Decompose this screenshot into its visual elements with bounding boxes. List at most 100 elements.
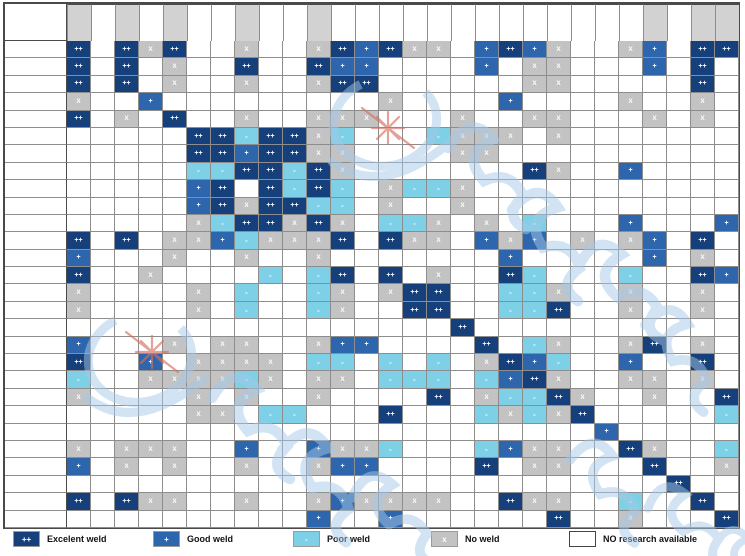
matrix-cell bbox=[571, 75, 595, 94]
matrix-cell: ++ bbox=[547, 510, 571, 528]
matrix-cell bbox=[427, 440, 451, 459]
matrix-cell bbox=[451, 336, 475, 355]
matrix-cell bbox=[67, 214, 91, 233]
matrix-cell bbox=[547, 145, 571, 163]
matrix-cell bbox=[667, 145, 691, 163]
matrix-cell: + bbox=[523, 232, 547, 250]
matrix-cell: - bbox=[523, 388, 547, 407]
matrix-cell bbox=[163, 354, 187, 372]
matrix-cell bbox=[547, 93, 571, 111]
matrix-cell: X bbox=[235, 110, 259, 128]
matrix-cell bbox=[115, 423, 139, 441]
matrix-cell bbox=[667, 232, 691, 250]
matrix-cell bbox=[715, 423, 739, 441]
matrix-cell: X bbox=[619, 336, 643, 355]
matrix-cell bbox=[115, 180, 139, 198]
matrix-cell bbox=[283, 493, 307, 511]
matrix-cell: X bbox=[139, 41, 163, 59]
matrix-cell bbox=[163, 267, 187, 285]
matrix-cell bbox=[379, 388, 403, 407]
matrix-cell bbox=[115, 145, 139, 163]
matrix-cell: ++ bbox=[547, 388, 571, 407]
legend: ++ Excelent weld + Good weld - Poor weld x No w… bbox=[3, 531, 742, 553]
matrix-cell bbox=[283, 267, 307, 285]
matrix-cell: ++ bbox=[499, 493, 523, 511]
matrix-cell bbox=[547, 423, 571, 441]
matrix-cell: ++ bbox=[67, 58, 91, 76]
matrix-cell: X bbox=[547, 458, 571, 476]
matrix-cell bbox=[91, 145, 115, 163]
matrix-cell: X bbox=[547, 41, 571, 59]
matrix-cell bbox=[643, 319, 667, 337]
matrix-cell bbox=[91, 110, 115, 128]
matrix-cell: + bbox=[523, 354, 547, 372]
matrix-cell: - bbox=[331, 180, 355, 198]
matrix-cell bbox=[595, 267, 619, 285]
matrix-cell: ++ bbox=[115, 232, 139, 250]
matrix-cell bbox=[379, 458, 403, 476]
matrix-cell bbox=[667, 493, 691, 511]
matrix-cell bbox=[691, 162, 715, 181]
matrix-cell bbox=[115, 214, 139, 233]
matrix-cell bbox=[331, 93, 355, 111]
matrix-cell bbox=[115, 475, 139, 494]
matrix-cell bbox=[115, 510, 139, 528]
matrix-cell: X bbox=[523, 493, 547, 511]
matrix-cell bbox=[331, 249, 355, 268]
matrix-cell: X bbox=[331, 145, 355, 163]
matrix-cell bbox=[259, 284, 283, 302]
matrix-cell bbox=[403, 249, 427, 268]
matrix-cell bbox=[307, 475, 331, 494]
column-header bbox=[523, 4, 547, 41]
matrix-cell: ++ bbox=[211, 180, 235, 198]
matrix-cell bbox=[355, 127, 379, 146]
matrix-cell: X bbox=[115, 110, 139, 128]
matrix-cell bbox=[427, 58, 451, 76]
matrix-cell: - bbox=[523, 406, 547, 424]
matrix-cell bbox=[187, 493, 211, 511]
matrix-cell bbox=[139, 388, 163, 407]
matrix-cell bbox=[211, 388, 235, 407]
matrix-cell bbox=[355, 145, 379, 163]
matrix-cell bbox=[523, 145, 547, 163]
matrix-cell: ++ bbox=[331, 75, 355, 94]
matrix-cell: + bbox=[499, 249, 523, 268]
matrix-cell bbox=[451, 93, 475, 111]
matrix-cell bbox=[475, 319, 499, 337]
matrix-cell bbox=[595, 145, 619, 163]
matrix-cell bbox=[619, 180, 643, 198]
row-label bbox=[5, 197, 67, 215]
legend-swatch: x bbox=[431, 531, 458, 547]
matrix-cell bbox=[259, 440, 283, 459]
matrix-cell: - bbox=[331, 127, 355, 146]
matrix-cell bbox=[91, 214, 115, 233]
matrix-cell bbox=[331, 388, 355, 407]
matrix-cell: X bbox=[331, 440, 355, 459]
matrix-cell: X bbox=[715, 458, 739, 476]
matrix-cell bbox=[667, 319, 691, 337]
matrix-cell: - bbox=[403, 214, 427, 233]
matrix-cell: X bbox=[331, 214, 355, 233]
matrix-cell: X bbox=[163, 493, 187, 511]
matrix-cell: + bbox=[187, 197, 211, 215]
matrix-cell: X bbox=[691, 336, 715, 355]
matrix-cell: ++ bbox=[427, 301, 451, 320]
matrix-cell bbox=[643, 475, 667, 494]
matrix-cell bbox=[403, 336, 427, 355]
matrix-cell bbox=[643, 510, 667, 528]
matrix-cell bbox=[283, 319, 307, 337]
matrix-cell bbox=[115, 267, 139, 285]
matrix-cell: + bbox=[235, 440, 259, 459]
matrix-cell bbox=[715, 354, 739, 372]
matrix-cell bbox=[259, 249, 283, 268]
matrix-cell: + bbox=[379, 510, 403, 528]
matrix-cell bbox=[403, 354, 427, 372]
matrix-cell bbox=[187, 41, 211, 59]
matrix-cell bbox=[451, 58, 475, 76]
matrix-cell bbox=[643, 75, 667, 94]
matrix-cell: ++ bbox=[523, 371, 547, 389]
column-header bbox=[715, 4, 739, 41]
matrix-cell bbox=[115, 93, 139, 111]
matrix-cell bbox=[355, 284, 379, 302]
matrix-cell bbox=[667, 354, 691, 372]
